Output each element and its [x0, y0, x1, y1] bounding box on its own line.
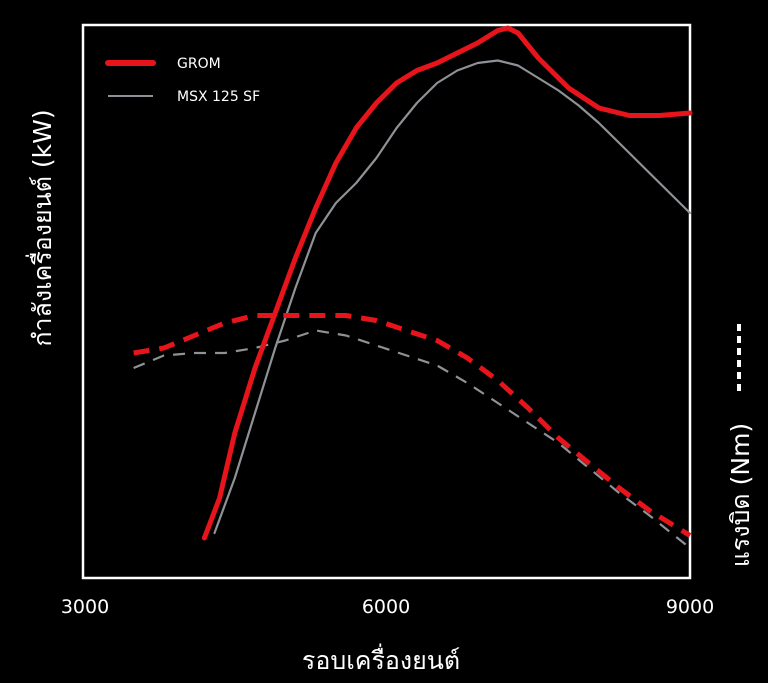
- y-axis-title-right: แรงบิด (Nm): [726, 423, 755, 567]
- x-axis-title: รอบเครื่องยนต์: [302, 643, 460, 675]
- grom-torque-line: [133, 313, 692, 538]
- msx-125-sf-torque-line: [133, 329, 691, 549]
- grom-power-line: [201, 25, 693, 541]
- x-tick-label: 3000: [61, 596, 109, 618]
- x-tick-labels: 3000 6000 9000: [61, 596, 714, 618]
- plot-frame: [81, 23, 692, 580]
- x-tick-label: 9000: [666, 596, 714, 618]
- legend: GROM MSX 125 SF: [105, 56, 260, 105]
- x-tick-label: 6000: [362, 596, 410, 618]
- legend-label-grom: GROM: [177, 56, 221, 72]
- legend-label-msx: MSX 125 SF: [177, 89, 260, 105]
- series-layer: [133, 25, 693, 549]
- msx-125-sf-power-line: [213, 59, 692, 535]
- y-axis-title-left: กำลังเครื่องยนต์ (kW): [25, 109, 57, 346]
